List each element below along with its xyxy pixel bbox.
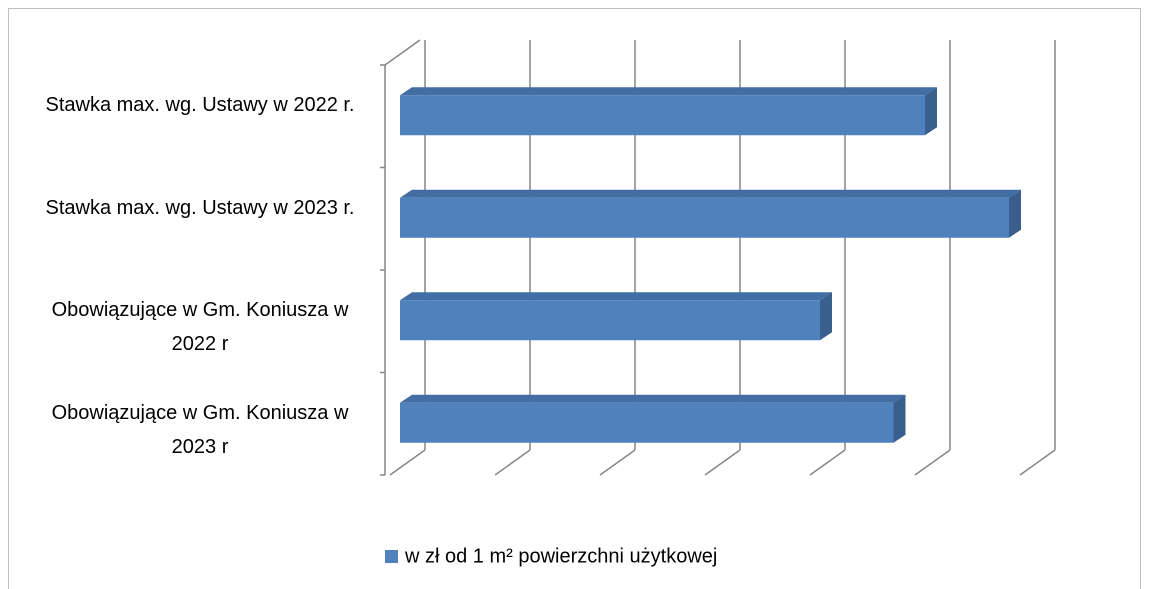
bar	[400, 394, 906, 443]
bar	[400, 87, 937, 136]
bar-side	[925, 87, 937, 136]
legend-swatch	[385, 550, 398, 563]
bar-top	[400, 394, 906, 403]
bar-front	[400, 300, 820, 341]
bar	[400, 189, 1021, 238]
bar-front	[400, 95, 925, 136]
floor-line	[494, 449, 531, 476]
chart-border	[8, 8, 1141, 589]
floor-line	[809, 449, 846, 476]
category-label: Obowiązujące w Gm. Koniusza w 2023 r	[51, 401, 349, 458]
bar-side	[1009, 189, 1021, 238]
bar-side	[820, 292, 832, 341]
category-label: Obowiązujące w Gm. Koniusza w 2022 r	[51, 299, 349, 356]
bar	[400, 292, 832, 341]
floor-line	[599, 449, 636, 476]
floor-line	[704, 449, 741, 476]
category-label: Stawka max. wg. Ustawy w 2022 r.	[45, 94, 355, 117]
bar-side	[893, 394, 906, 443]
bar-top	[400, 292, 832, 301]
floor-line	[389, 449, 426, 476]
bar-top	[400, 189, 1021, 198]
legend-label: w zł od 1 m² powierzchni użytkowej	[404, 545, 717, 567]
bar-front	[400, 197, 1009, 238]
category-label: Stawka max. wg. Ustawy w 2023 r.	[45, 196, 355, 219]
bar-top	[400, 87, 937, 96]
category-axis-depth	[384, 39, 421, 66]
floor-line	[914, 449, 951, 476]
floor-line	[1019, 449, 1056, 476]
bar-front	[400, 402, 894, 443]
